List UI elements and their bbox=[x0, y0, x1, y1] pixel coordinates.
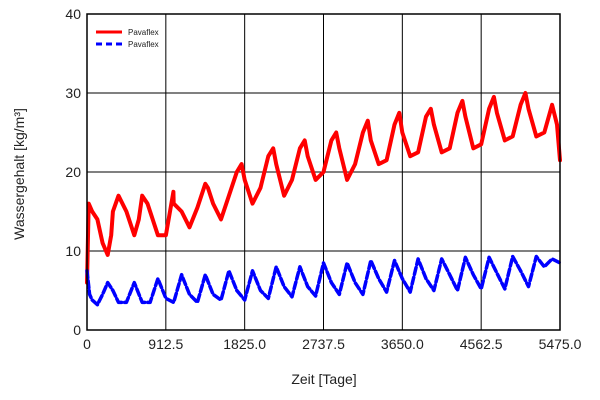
x-tick-label: 1825.0 bbox=[223, 336, 266, 352]
y-tick-label: 10 bbox=[65, 243, 81, 259]
series-line-1 bbox=[85, 91, 562, 285]
series-line-2 bbox=[85, 254, 562, 307]
x-tick-label: 912.5 bbox=[148, 336, 183, 352]
legend-label-series-2: Pavaflex bbox=[128, 40, 159, 49]
y-tick-label: 40 bbox=[65, 6, 81, 22]
plot-border bbox=[86, 13, 561, 331]
y-tick-label: 20 bbox=[65, 164, 81, 180]
legend: Pavaflex Pavaflex bbox=[96, 28, 159, 49]
x-tick-label: 2737.5 bbox=[302, 336, 345, 352]
plot-frame bbox=[86, 13, 561, 331]
y-tick-label: 30 bbox=[65, 85, 81, 101]
x-axis-label: Zeit [Tage] bbox=[291, 371, 356, 387]
x-tick-label: 3650.0 bbox=[381, 336, 424, 352]
series-group bbox=[85, 91, 562, 307]
y-axis-ticks: 0 10 20 30 40 bbox=[65, 6, 81, 338]
x-tick-label: 4562.5 bbox=[460, 336, 503, 352]
x-axis-ticks: 0 912.5 1825.0 2737.5 3650.0 4562.5 5475.0 bbox=[83, 336, 582, 352]
x-tick-label: 0 bbox=[83, 336, 91, 352]
y-tick-label: 0 bbox=[73, 322, 81, 338]
legend-label-series-1: Pavaflex bbox=[128, 28, 159, 37]
x-tick-label: 5475.0 bbox=[539, 336, 582, 352]
y-axis-label: Wassergehalt [kg/m³] bbox=[11, 108, 27, 240]
